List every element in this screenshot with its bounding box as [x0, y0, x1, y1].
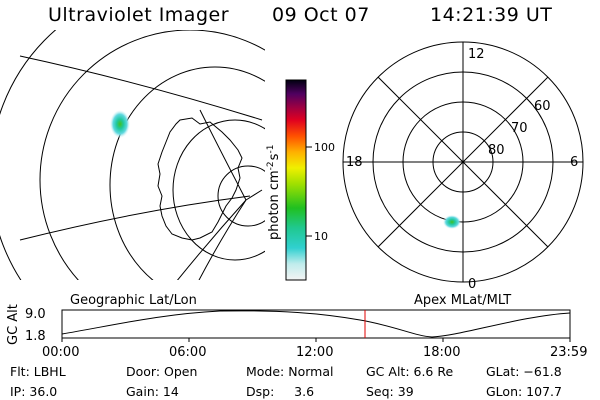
x-tick-1800: 18:00	[423, 345, 460, 360]
lat-label-80: 80	[488, 143, 505, 158]
door-label: Door: Open	[126, 364, 198, 379]
x-tick-1200: 12:00	[296, 345, 333, 360]
x-tick-0600: 06:00	[169, 345, 206, 360]
y-tick-top: 9.0	[25, 307, 46, 322]
lat-circle	[217, 165, 265, 227]
ip-label: IP: 36.0	[10, 384, 58, 399]
glat-label: GLat: −61.8	[486, 364, 562, 379]
lat-label-60: 60	[534, 99, 551, 114]
geographic-label: Geographic Lat/Lon	[70, 293, 197, 308]
lat-circle	[172, 119, 265, 261]
mlt-label-12: 12	[468, 47, 485, 62]
colorbar-label: photon cm-2s-1	[266, 145, 282, 240]
mode-label: Mode: Normal	[246, 364, 334, 379]
lat-line	[19, 195, 251, 241]
seq-label: Seq: 39	[366, 384, 414, 399]
coastline	[157, 117, 243, 241]
aurora-spot	[110, 110, 130, 138]
lat-circle	[109, 66, 265, 280]
polar-plot	[342, 41, 584, 283]
mlt-label-6: 6	[570, 155, 578, 170]
colorbar-tick-10: 10	[314, 230, 328, 243]
polar-aurora-spot	[443, 215, 461, 229]
mlt-label-18: 18	[346, 155, 363, 170]
colorbar	[285, 79, 307, 281]
app-title: Ultraviolet Imager	[48, 4, 230, 26]
y-tick-bottom: 1.8	[25, 329, 46, 344]
lon-line	[198, 199, 247, 280]
mlt-label-0: 0	[468, 277, 476, 292]
glon-label: GLon: 107.7	[486, 384, 562, 399]
lat-line	[19, 55, 263, 121]
apex-label: Apex MLat/MLT	[414, 293, 511, 308]
altitude-curve	[61, 310, 571, 338]
x-tick-2359: 23:59	[550, 345, 587, 360]
colorbar-tick-100: 100	[314, 141, 335, 154]
gc-alt-label: GC Alt: 6.6 Re	[366, 364, 454, 379]
flt-label: Flt: LBHL	[10, 364, 66, 379]
lon-line	[199, 109, 247, 201]
lon-line	[176, 199, 247, 280]
lat-circle	[39, 30, 265, 280]
lat-label-70: 70	[511, 121, 528, 136]
dsp-label: Dsp: 3.6	[246, 384, 315, 399]
gc-alt-axis-title: GC Alt	[6, 304, 21, 345]
geographic-map	[0, 30, 265, 280]
x-tick-0000: 00:00	[42, 345, 79, 360]
gain-label: Gain: 14	[126, 384, 179, 399]
date-label: 09 Oct 07	[272, 4, 370, 26]
lon-line	[245, 189, 263, 201]
time-label: 14:21:39 UT	[430, 4, 553, 26]
